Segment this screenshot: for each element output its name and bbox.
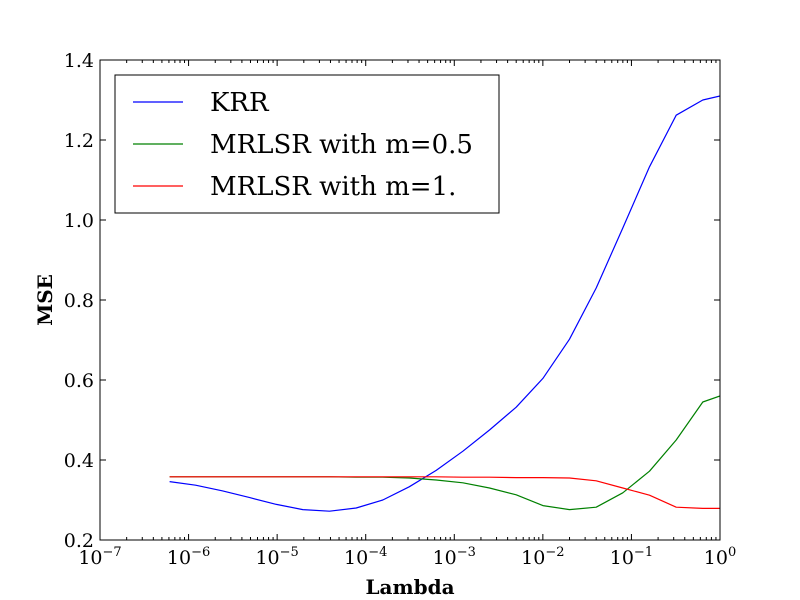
- y-tick-label: 1.4: [64, 50, 94, 72]
- x-tick-label: 10−6: [167, 545, 210, 569]
- series-line-2: [169, 476, 720, 509]
- x-tick-label: 10−7: [78, 545, 121, 569]
- x-tick-exponent: 0: [728, 545, 736, 560]
- legend-label: KRR: [210, 88, 270, 118]
- x-tick-exponent: −3: [457, 545, 476, 560]
- x-tick-base: 10: [704, 547, 728, 569]
- x-tick-exponent: −1: [634, 545, 653, 560]
- x-tick-label: 10−3: [433, 545, 476, 569]
- x-tick-base: 10: [521, 547, 545, 569]
- x-tick-base: 10: [344, 547, 368, 569]
- y-tick-label: 0.2: [64, 530, 94, 552]
- y-tick-label: 1.0: [64, 210, 94, 232]
- x-tick-exponent: −4: [368, 545, 387, 560]
- x-tick-base: 10: [610, 547, 634, 569]
- x-tick-base: 10: [78, 547, 102, 569]
- legend-label: MRLSR with m=1.: [210, 172, 456, 202]
- x-tick-base: 10: [255, 547, 279, 569]
- x-tick-base: 10: [433, 547, 457, 569]
- x-tick-label: 10−2: [521, 545, 564, 569]
- y-tick-label: 0.6: [64, 370, 94, 392]
- legend-label: MRLSR with m=0.5: [210, 130, 473, 160]
- x-tick-label: 100: [704, 545, 736, 569]
- x-tick-label: 10−1: [610, 545, 653, 569]
- x-tick-label: 10−5: [255, 545, 298, 569]
- x-tick-base: 10: [167, 547, 191, 569]
- x-tick-label: 10−4: [344, 545, 387, 569]
- legend: KRR MRLSR with m=0.5 MRLSR with m=1.: [114, 74, 500, 214]
- x-axis-label: Lambda: [365, 575, 454, 599]
- x-tick-exponent: −2: [545, 545, 564, 560]
- x-tick-exponent: −6: [191, 545, 210, 560]
- y-tick-label: 1.2: [64, 130, 94, 152]
- series-line-0: [169, 95, 720, 512]
- y-tick-label: 0.4: [64, 450, 94, 472]
- x-tick-exponent: −7: [103, 545, 122, 560]
- x-tick-exponent: −5: [280, 545, 299, 560]
- y-axis-label: MSE: [33, 274, 57, 326]
- y-tick-label: 0.8: [64, 290, 94, 312]
